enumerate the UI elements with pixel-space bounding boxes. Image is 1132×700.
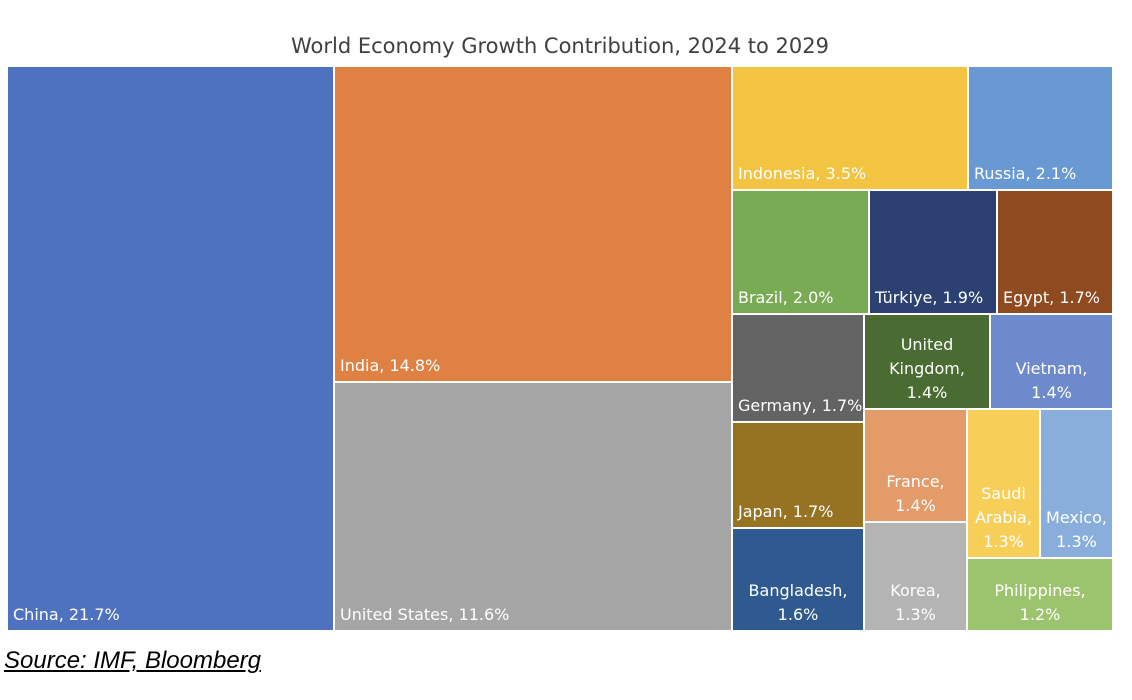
chart-title: World Economy Growth Contribution, 2024 … bbox=[291, 34, 829, 58]
tile-label-mexico: Mexico, 1.3% bbox=[1046, 508, 1107, 551]
tile-mexico bbox=[1041, 410, 1112, 557]
tile-label-india: India, 14.8% bbox=[340, 356, 440, 375]
tile-philippines bbox=[968, 559, 1112, 630]
tile-label-t-rkiye: Türkiye, 1.9% bbox=[874, 288, 983, 307]
tile-france bbox=[865, 410, 966, 521]
tile-label-vietnam: Vietnam, 1.4% bbox=[1016, 359, 1088, 402]
tile-germany bbox=[733, 315, 863, 421]
tile-japan bbox=[733, 423, 863, 527]
tile-egypt bbox=[998, 191, 1112, 313]
tile-vietnam bbox=[991, 315, 1112, 408]
tile-label-bangladesh: Bangladesh, 1.6% bbox=[749, 581, 848, 624]
tile-korea bbox=[865, 523, 966, 630]
tile-label-korea: Korea, 1.3% bbox=[890, 581, 940, 624]
tile-label-united-kingdom: United Kingdom, 1.4% bbox=[889, 335, 965, 402]
tile-bangladesh bbox=[733, 529, 863, 630]
tile-indonesia bbox=[733, 67, 967, 189]
tile-label-france: France, 1.4% bbox=[886, 472, 944, 515]
tile-united-kingdom bbox=[865, 315, 989, 408]
tile-united-states bbox=[335, 383, 731, 630]
tile-label-brazil: Brazil, 2.0% bbox=[738, 288, 833, 307]
tile-label-russia: Russia, 2.1% bbox=[974, 164, 1076, 183]
tile-russia bbox=[969, 67, 1112, 189]
tile-label-saudi-arabia: Saudi Arabia, 1.3% bbox=[975, 484, 1032, 551]
tile-label-china: China, 21.7% bbox=[13, 605, 120, 624]
tile-india bbox=[335, 67, 731, 381]
tile-label-united-states: United States, 11.6% bbox=[340, 605, 509, 624]
tile-label-japan: Japan, 1.7% bbox=[737, 502, 833, 521]
source-note: Source: IMF, Bloomberg bbox=[4, 647, 262, 674]
tile-t-rkiye bbox=[870, 191, 996, 313]
tile-label-egypt: Egypt, 1.7% bbox=[1003, 288, 1100, 307]
tile-saudi-arabia bbox=[968, 410, 1039, 557]
treemap-chart: China, 21.7% India, 14.8% United States, 1… bbox=[8, 67, 1112, 630]
tile-brazil bbox=[733, 191, 868, 313]
tile-label-philippines: Philippines, 1.2% bbox=[994, 581, 1085, 624]
tile-china bbox=[8, 67, 333, 630]
tile-label-germany: Germany, 1.7% bbox=[738, 396, 862, 415]
tile-label-indonesia: Indonesia, 3.5% bbox=[738, 164, 866, 183]
